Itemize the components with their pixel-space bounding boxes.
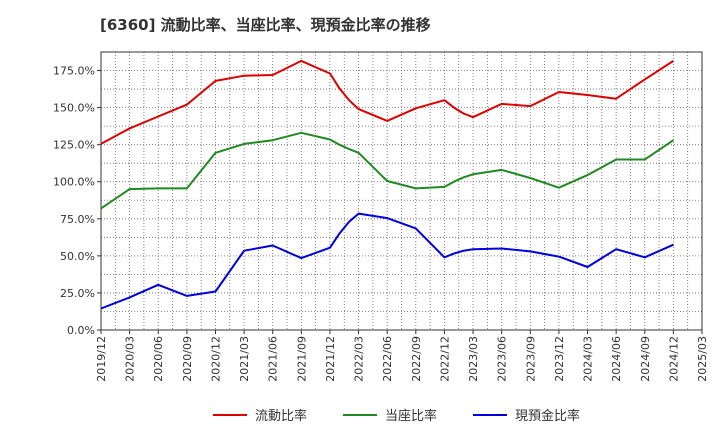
y-tick-label: 25.0% (60, 287, 95, 300)
axis-layer: 0.0% 25.0% 50.0% 75.0% 100.0% 125.0% 150.0% 175… (53, 51, 709, 382)
x-tick-label: 2021/09 (295, 336, 308, 382)
x-tick-label: 2022/12 (438, 336, 451, 382)
y-tick-label: 0.0% (67, 324, 95, 337)
x-tick-label: 2024/09 (639, 336, 652, 382)
series-layer (100, 59, 674, 310)
y-tick-label: 50.0% (60, 250, 95, 263)
x-tick-label: 2024/06 (610, 336, 623, 382)
series-line (100, 59, 674, 145)
x-tick-label: 2023/09 (524, 336, 537, 382)
series-line (100, 212, 674, 310)
x-tick-label: 2020/09 (181, 336, 194, 382)
x-tick-label: 2022/03 (353, 336, 366, 382)
legend-label: 現預金比率 (515, 408, 580, 424)
legend-label: 流動比率 (255, 408, 307, 424)
x-tick-label: 2020/06 (152, 336, 165, 382)
legend-layer: 流動比率 当座比率 現預金比率 (213, 408, 580, 424)
y-tick-label: 125.0% (53, 139, 95, 152)
grid-layer (100, 51, 703, 330)
x-tick-label: 2023/03 (467, 336, 480, 382)
x-tick-label: 2022/09 (410, 336, 423, 382)
series-line (100, 131, 674, 210)
plot-frame (100, 51, 703, 331)
x-tick-label: 2019/12 (95, 336, 108, 382)
x-tick-label: 2020/03 (124, 336, 137, 382)
y-tick-label: 75.0% (60, 213, 95, 226)
chart-title: [6360] 流動比率、当座比率、現預金比率の推移 (100, 16, 431, 34)
x-tick-label: 2022/06 (381, 336, 394, 382)
x-tick-label: 2024/03 (582, 336, 595, 382)
y-tick-label: 150.0% (53, 102, 95, 115)
x-tick-label: 2023/06 (496, 336, 509, 382)
x-tick-label: 2025/03 (696, 336, 709, 382)
x-tick-label: 2021/06 (267, 336, 280, 382)
x-tick-label: 2020/12 (209, 336, 222, 382)
y-tick-label: 175.0% (53, 65, 95, 78)
x-tick-label: 2021/03 (238, 336, 251, 382)
y-tick-label: 100.0% (53, 176, 95, 189)
x-tick-label: 2021/12 (324, 336, 337, 382)
legend-label: 当座比率 (385, 408, 437, 424)
x-tick-label: 2023/12 (553, 336, 566, 382)
x-tick-label: 2024/12 (667, 336, 680, 382)
